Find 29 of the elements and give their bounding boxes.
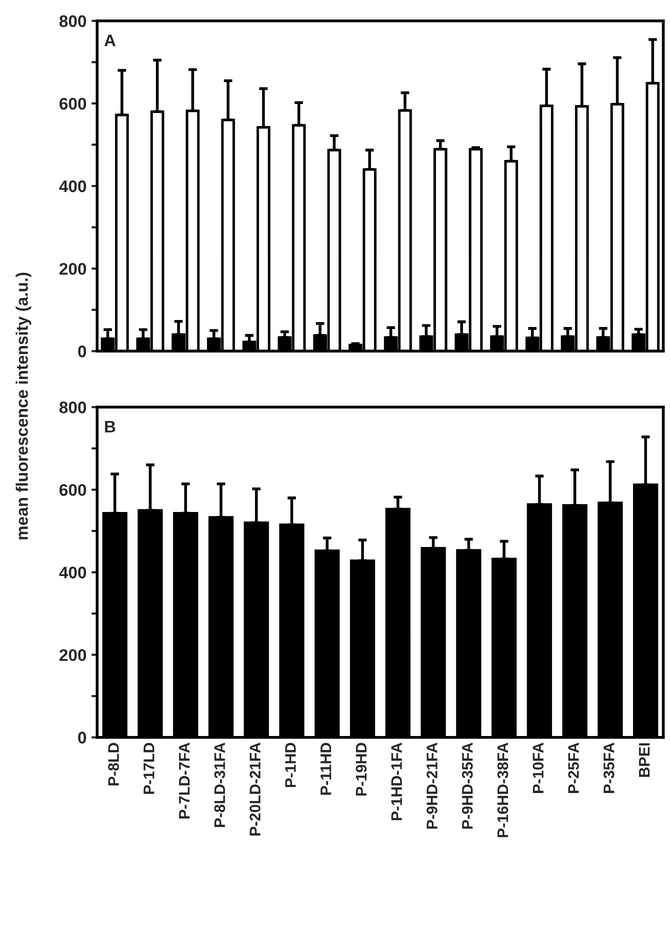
x-tick-label: P-1HD: [285, 742, 296, 788]
x-tick-label: BPEI: [639, 743, 650, 777]
x-tick-label: P-20LD-21FA: [250, 742, 260, 836]
x-tick-label: P-17LD: [144, 742, 154, 794]
y-tick-label: 800: [59, 15, 86, 28]
y-tick-label: 800: [59, 402, 86, 414]
y-tick-label: 200: [60, 262, 86, 275]
x-tick-label: P-10FA: [532, 742, 544, 794]
y-tick-label: 0: [78, 346, 86, 358]
x-tick-label: P-25FA: [568, 742, 579, 794]
x-tick-label: P-8LD-31FA: [214, 742, 226, 827]
x-tick-label: P-9HD-35FA: [462, 742, 473, 829]
x-tick-label: P-1HD-1FA: [391, 742, 402, 820]
x-tick-label: P-11HD: [320, 742, 332, 795]
x-tick-label: P-19HD: [356, 742, 367, 796]
x-tick-label: P-8LD: [108, 742, 119, 786]
x-tick-label: P-7LD-7FA: [179, 742, 190, 818]
x-tick-label: P-35FA: [604, 742, 614, 794]
x-tick-label: P-9HD-21FA: [426, 742, 438, 829]
y-tick-label: 0: [78, 732, 86, 744]
x-tick-label: P-16HD-38FA: [497, 742, 508, 838]
y-axis-title: mean fluorescence intensity (a.u.): [16, 272, 32, 540]
y-tick-label: 400: [59, 180, 86, 192]
y-tick-label: 600: [60, 98, 86, 110]
annotation: B: [105, 420, 116, 432]
annotation: A: [104, 34, 116, 46]
y-tick-label: 600: [60, 484, 86, 496]
y-tick-label: 200: [60, 649, 86, 662]
y-tick-label: 400: [59, 566, 86, 578]
